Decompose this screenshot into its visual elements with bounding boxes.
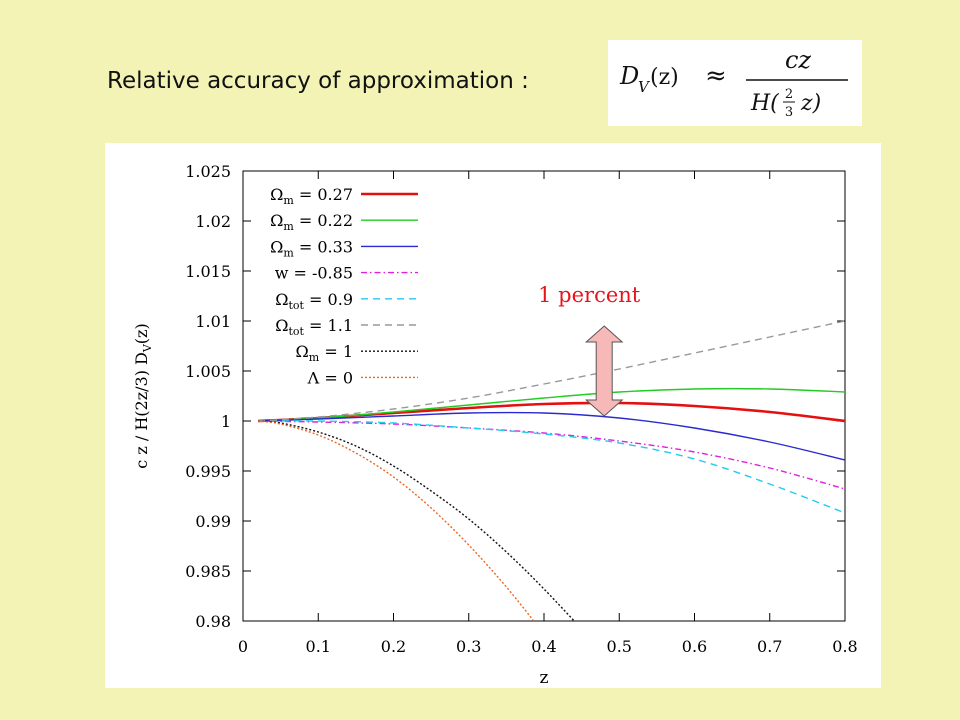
series-line-7: [257, 420, 535, 621]
formula-box: D V (z) ≈ cz H( 2 3 z): [608, 40, 862, 126]
series-lines: [257, 320, 845, 621]
formula-lhs-sub: V: [638, 78, 651, 96]
y-tick-label: 0.985: [185, 562, 231, 581]
x-tick-label: 0.2: [381, 637, 406, 656]
y-axis: 0.98 0.985 0.99 0.995 1 1.005 1.01 1.015 1.02 1.0…: [185, 162, 845, 631]
formula-den-prefix: H(: [750, 91, 779, 116]
x-tick-label: 0.8: [832, 637, 857, 656]
y-axis-label: c z / H(2z/3) DV(z): [132, 323, 154, 468]
x-axis: 0 0.1 0.2 0.3 0.4 0.5 0.6 0.7 0.8: [238, 171, 858, 656]
legend-label-1: Ωm = 0.22: [270, 211, 353, 233]
x-tick-label: 0.6: [682, 637, 707, 656]
legend-label-5: Ωtot = 1.1: [275, 316, 353, 338]
legend-label-2: Ωm = 0.33: [270, 237, 353, 259]
annotation-label: 1 percent: [538, 283, 641, 307]
series-line-3: [258, 420, 845, 490]
plot-panel: 0 0.1 0.2 0.3 0.4 0.5 0.6 0.7 0.8 0.98 0.985 0.99 0…: [105, 143, 881, 688]
formula-frac-num: 2: [785, 87, 793, 102]
legend-label-7: Λ = 0: [307, 368, 353, 387]
y-tick-label: 1.015: [185, 262, 231, 281]
x-tick-label: 0.1: [306, 637, 331, 656]
series-line-4: [258, 420, 845, 514]
formula-den-suffix: z): [800, 91, 821, 116]
annotation: 1 percent: [538, 283, 641, 417]
y-tick-label: 0.98: [195, 612, 231, 631]
legend-label-0: Ωm = 0.27: [270, 185, 353, 207]
y-tick-label: 1.02: [195, 212, 231, 231]
x-tick-label: 0: [238, 637, 248, 656]
formula-svg: D V (z) ≈ cz H( 2 3 z): [619, 46, 848, 120]
x-tick-label: 0.4: [531, 637, 556, 656]
y-tick-label: 1.005: [185, 362, 231, 381]
formula-relation: ≈: [705, 61, 727, 91]
legend-label-3: w = -0.85: [275, 264, 353, 283]
x-tick-label: 0.7: [757, 637, 782, 656]
y-tick-label: 1.025: [185, 162, 231, 181]
legend-label-4: Ωtot = 0.9: [275, 290, 353, 312]
series-line-5: [258, 320, 845, 422]
series-line-2: [258, 411, 845, 461]
formula-numerator: cz: [785, 46, 811, 74]
y-tick-label: 1.01: [195, 312, 231, 331]
slide-title: Relative accuracy of approximation :: [107, 68, 529, 94]
legend: Ωm = 0.27 Ωm = 0.22 Ωm = 0.33 w = -0.85 Ωtot…: [270, 185, 418, 387]
y-axis-label-main: c z / H(2z/3) D: [132, 352, 151, 469]
y-axis-label-tail: (z): [132, 323, 151, 344]
formula-frac-den: 3: [785, 105, 793, 120]
series-line-1: [258, 387, 845, 422]
x-tick-label: 0.5: [607, 637, 632, 656]
y-tick-label: 0.99: [195, 512, 231, 531]
chart-svg: 0 0.1 0.2 0.3 0.4 0.5 0.6 0.7 0.8 0.980.9850.990…: [132, 162, 858, 688]
series-line-6: [257, 420, 576, 621]
y-tick-label: 1: [221, 412, 231, 431]
legend-label-6: Ωm = 1: [296, 342, 353, 364]
formula-lhs: D: [619, 62, 639, 90]
y-axis-label-sub: V: [141, 343, 154, 353]
y-tick-label: 0.995: [185, 462, 231, 481]
x-axis-label: z: [540, 668, 549, 688]
annotation-arrow: [584, 325, 624, 417]
x-tick-label: 0.3: [456, 637, 481, 656]
formula-lhs-arg: (z): [650, 65, 679, 90]
